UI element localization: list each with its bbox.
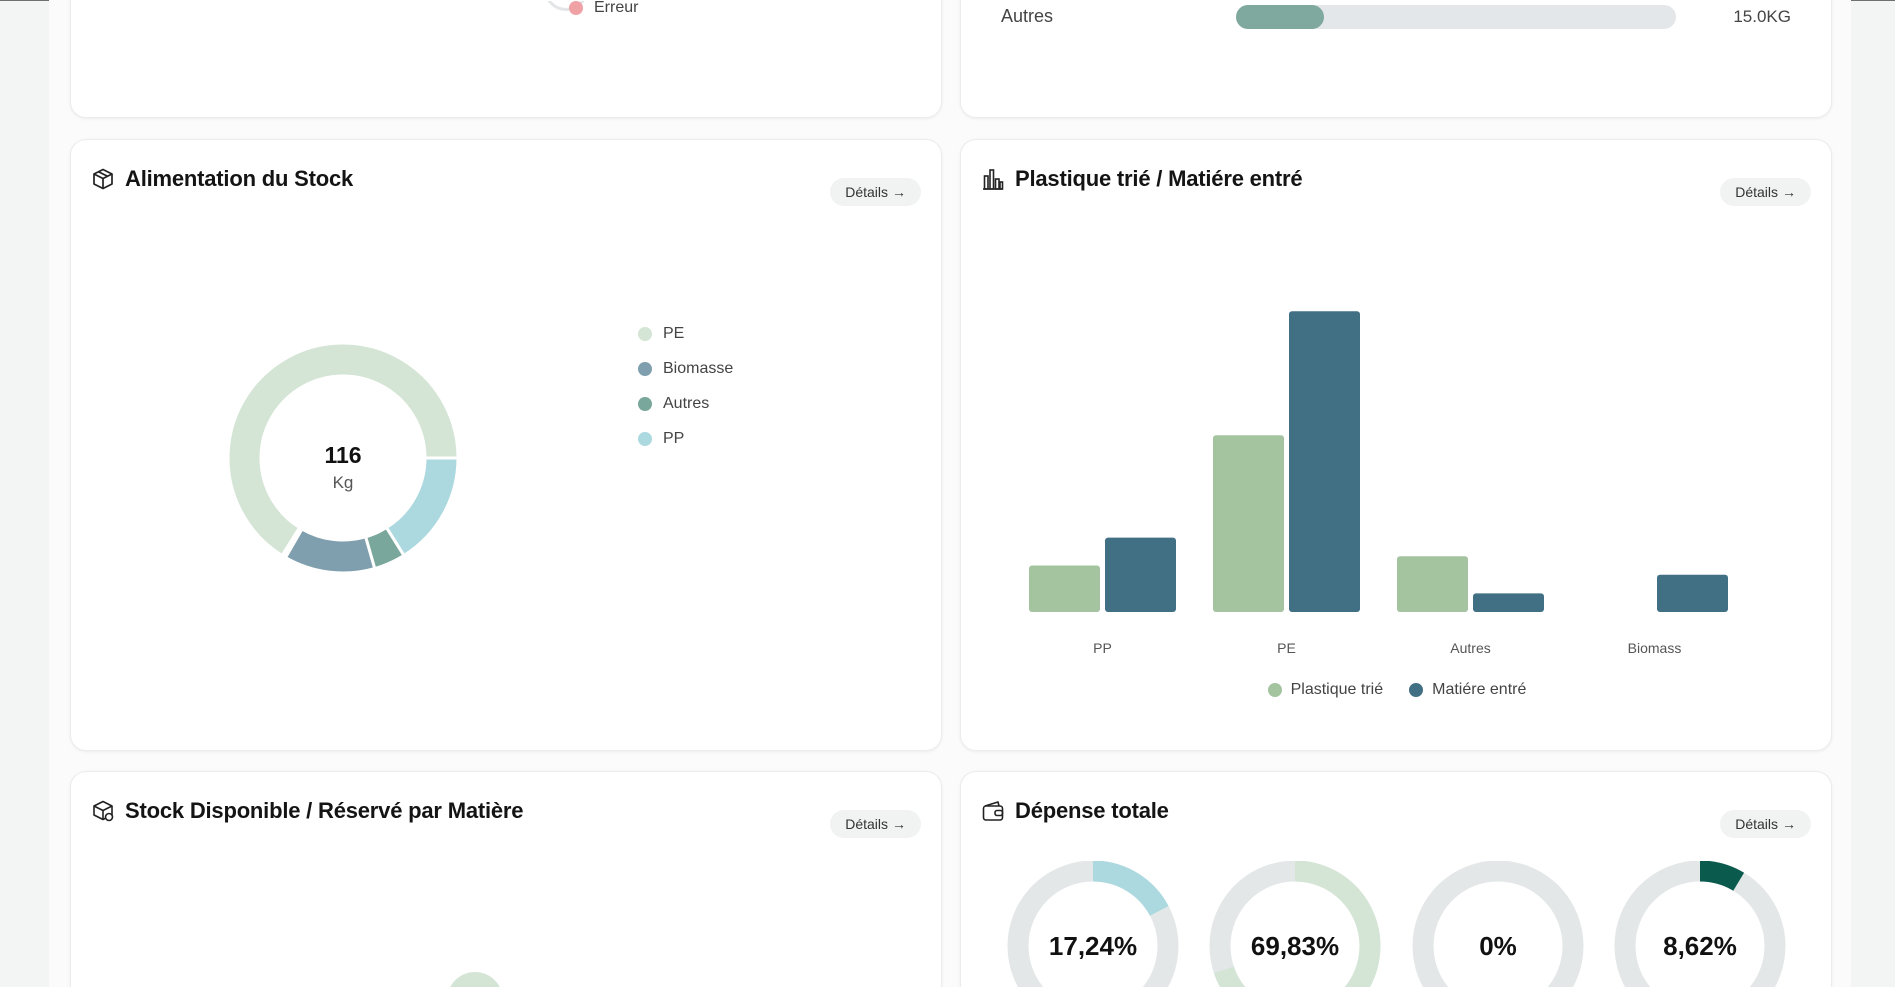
details-label: Détails xyxy=(1735,184,1778,200)
bar-plastique-trié-pe xyxy=(1213,435,1284,612)
legend-label: Biomasse xyxy=(663,359,734,377)
legend-item-pp: PP xyxy=(638,421,733,456)
ring-track xyxy=(1614,861,1786,987)
donut-segment xyxy=(226,341,460,558)
ring-track xyxy=(1412,861,1584,987)
legend-item-plastique-trie: Plastique trié xyxy=(1267,680,1384,700)
status-card: Erreur xyxy=(70,0,942,118)
legend-item-pe: PE xyxy=(638,316,733,351)
legend-label: Erreur xyxy=(594,0,639,16)
donut-center-value: 116 xyxy=(324,442,361,468)
partial-donut xyxy=(544,1,588,11)
legend-label: Matiére entré xyxy=(1432,681,1527,698)
legend-item-matiere-entre: Matiére entré xyxy=(1409,680,1526,700)
legend-item-autres: Autres xyxy=(638,386,733,421)
alimentation-title-text: Alimentation du Stock xyxy=(125,166,354,191)
x-tick-label: PP xyxy=(1093,640,1112,656)
bar-plastique-trié-pp xyxy=(1029,565,1100,612)
details-label: Détails xyxy=(845,816,888,832)
ring-percentage-label: 8,62% xyxy=(1663,931,1737,961)
plastique-details-button[interactable]: Détails → xyxy=(1720,178,1811,206)
alimentation-details-button[interactable]: Détails → xyxy=(830,178,921,206)
arrow-right-icon: → xyxy=(892,184,906,200)
matter-breakdown-card: Autres 15.0KG xyxy=(960,0,1832,118)
plastique-title: Plastique trié / Matiére entré xyxy=(981,166,1303,192)
bar-matiére-entré-biomass xyxy=(1657,574,1728,612)
depense-rings: 17,24% 69,83% 0% 8,62% xyxy=(1007,861,1786,987)
ring-progress-arc xyxy=(1614,861,1786,987)
ring-percentage-label: 17,24% xyxy=(1049,931,1137,961)
legend-dot xyxy=(638,396,652,411)
stock-disponible-title: Stock Disponible / Réservé par Matière xyxy=(91,798,524,824)
legend-dot xyxy=(569,1,583,15)
legend-dot xyxy=(638,326,652,341)
wallet-icon xyxy=(981,799,1005,823)
bar-matiére-entré-pp xyxy=(1105,537,1176,612)
legend-dot xyxy=(1409,683,1424,697)
details-label: Détails xyxy=(1735,816,1778,832)
ring-percentage-label: 69,83% xyxy=(1251,931,1339,961)
legend-label: Autres xyxy=(663,394,710,412)
depense-details-button[interactable]: Détails → xyxy=(1720,810,1811,838)
legend-label: Plastique trié xyxy=(1290,681,1384,698)
boxes-icon xyxy=(91,799,115,823)
stock-disponible-card: Stock Disponible / Réservé par Matière D… xyxy=(70,771,942,987)
stock-disponible-title-text: Stock Disponible / Réservé par Matière xyxy=(125,798,524,823)
autres-progress-fill xyxy=(1236,5,1324,29)
x-tick-label: Autres xyxy=(1450,640,1491,656)
alimentation-card: Alimentation du Stock Détails → 116 Kg P… xyxy=(70,139,942,751)
alimentation-legend: PE Biomasse Autres PP xyxy=(638,316,733,456)
legend-dot xyxy=(638,361,652,376)
plastique-card: Plastique trié / Matiére entré Détails →… xyxy=(960,139,1832,751)
donut-segment xyxy=(283,526,377,575)
ring-percentage-label: 0% xyxy=(1479,931,1517,961)
alimentation-title: Alimentation du Stock xyxy=(91,166,353,192)
stock-chart-partial-mark xyxy=(447,972,503,987)
legend-label: PP xyxy=(663,429,685,447)
autres-value: 15.0KG xyxy=(1733,7,1791,26)
bar-matiére-entré-pe xyxy=(1289,311,1360,612)
autres-label: Autres xyxy=(1001,6,1054,26)
x-tick-label: Biomass xyxy=(1627,640,1682,656)
legend-item-biomasse: Biomasse xyxy=(638,351,733,386)
arrow-right-icon: → xyxy=(892,816,906,832)
stock-disponible-details-button[interactable]: Détails → xyxy=(830,810,921,838)
plastique-title-text: Plastique trié / Matiére entré xyxy=(1015,166,1303,191)
arrow-right-icon: → xyxy=(1782,816,1796,832)
depense-title-text: Dépense totale xyxy=(1015,798,1169,823)
bar-chart-legend: Plastique trié Matiére entré xyxy=(961,680,1831,700)
depense-card: Dépense totale Détails → 17,24% 69,83% 0% 8… xyxy=(960,771,1832,987)
depense-title: Dépense totale xyxy=(981,798,1169,824)
legend-dot xyxy=(1267,683,1282,697)
arrow-right-icon: → xyxy=(1782,184,1796,200)
donut-center-unit: Kg xyxy=(333,473,354,492)
donut-segment xyxy=(384,456,460,558)
alimentation-donut: 116 Kg xyxy=(226,341,460,575)
details-label: Détails xyxy=(845,184,888,200)
dashboard-page: Erreur Autres 15.0KG Alimentation du Sto… xyxy=(49,0,1851,987)
bar-plastique-trié-autres xyxy=(1397,556,1468,612)
x-tick-label: PE xyxy=(1277,640,1296,656)
legend-item-erreur: Erreur xyxy=(569,0,638,25)
autres-progress-track xyxy=(1236,5,1676,29)
legend-label: PE xyxy=(663,324,685,342)
ring-progress-arc xyxy=(1007,861,1179,987)
bar-chart-icon xyxy=(981,167,1005,191)
plastique-bar-chart xyxy=(1029,311,1728,612)
legend-dot xyxy=(638,431,652,446)
box-icon xyxy=(91,167,115,191)
ring-progress-arc xyxy=(1209,861,1381,987)
bar-matiére-entré-autres xyxy=(1473,593,1544,612)
